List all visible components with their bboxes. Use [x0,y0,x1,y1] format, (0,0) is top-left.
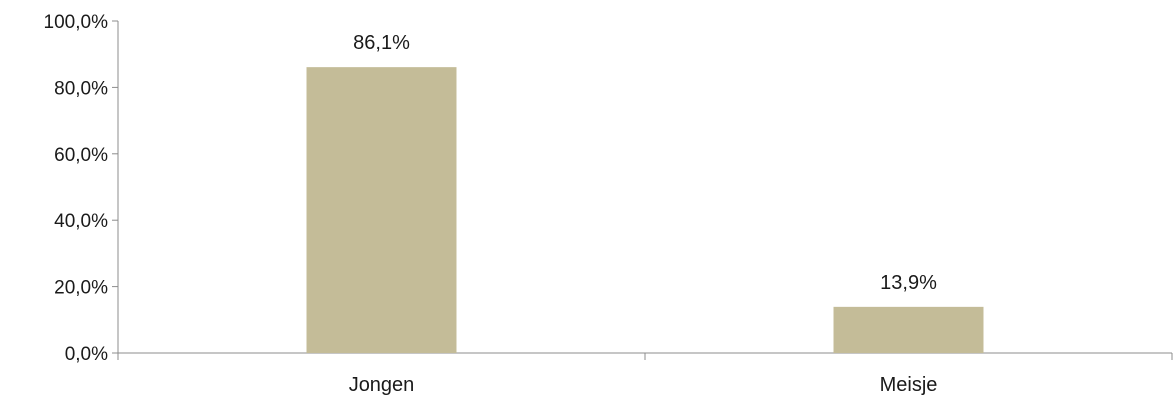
data-label-meisje: 13,9% [880,272,937,294]
y-tick-label: 20,0% [54,278,108,299]
chart-axes: 0,0% 20,0% 40,0% 60,0% 80,0% 100,0% [44,12,1173,365]
x-category-label: Meisje [880,374,938,396]
y-tick-label: 60,0% [54,145,108,166]
data-label-jongen: 86,1% [353,32,410,54]
y-tick-label: 40,0% [54,211,108,232]
chart-bars [306,67,984,353]
y-tick-label: 0,0% [65,344,108,365]
y-tick-label: 80,0% [54,78,108,99]
bar-meisje [833,306,984,353]
x-category-label: Jongen [349,374,415,396]
y-tick-label: 100,0% [44,12,109,33]
chart-labels: 86,1% Jongen 13,9% Meisje [349,32,938,396]
bar-jongen [306,67,457,353]
